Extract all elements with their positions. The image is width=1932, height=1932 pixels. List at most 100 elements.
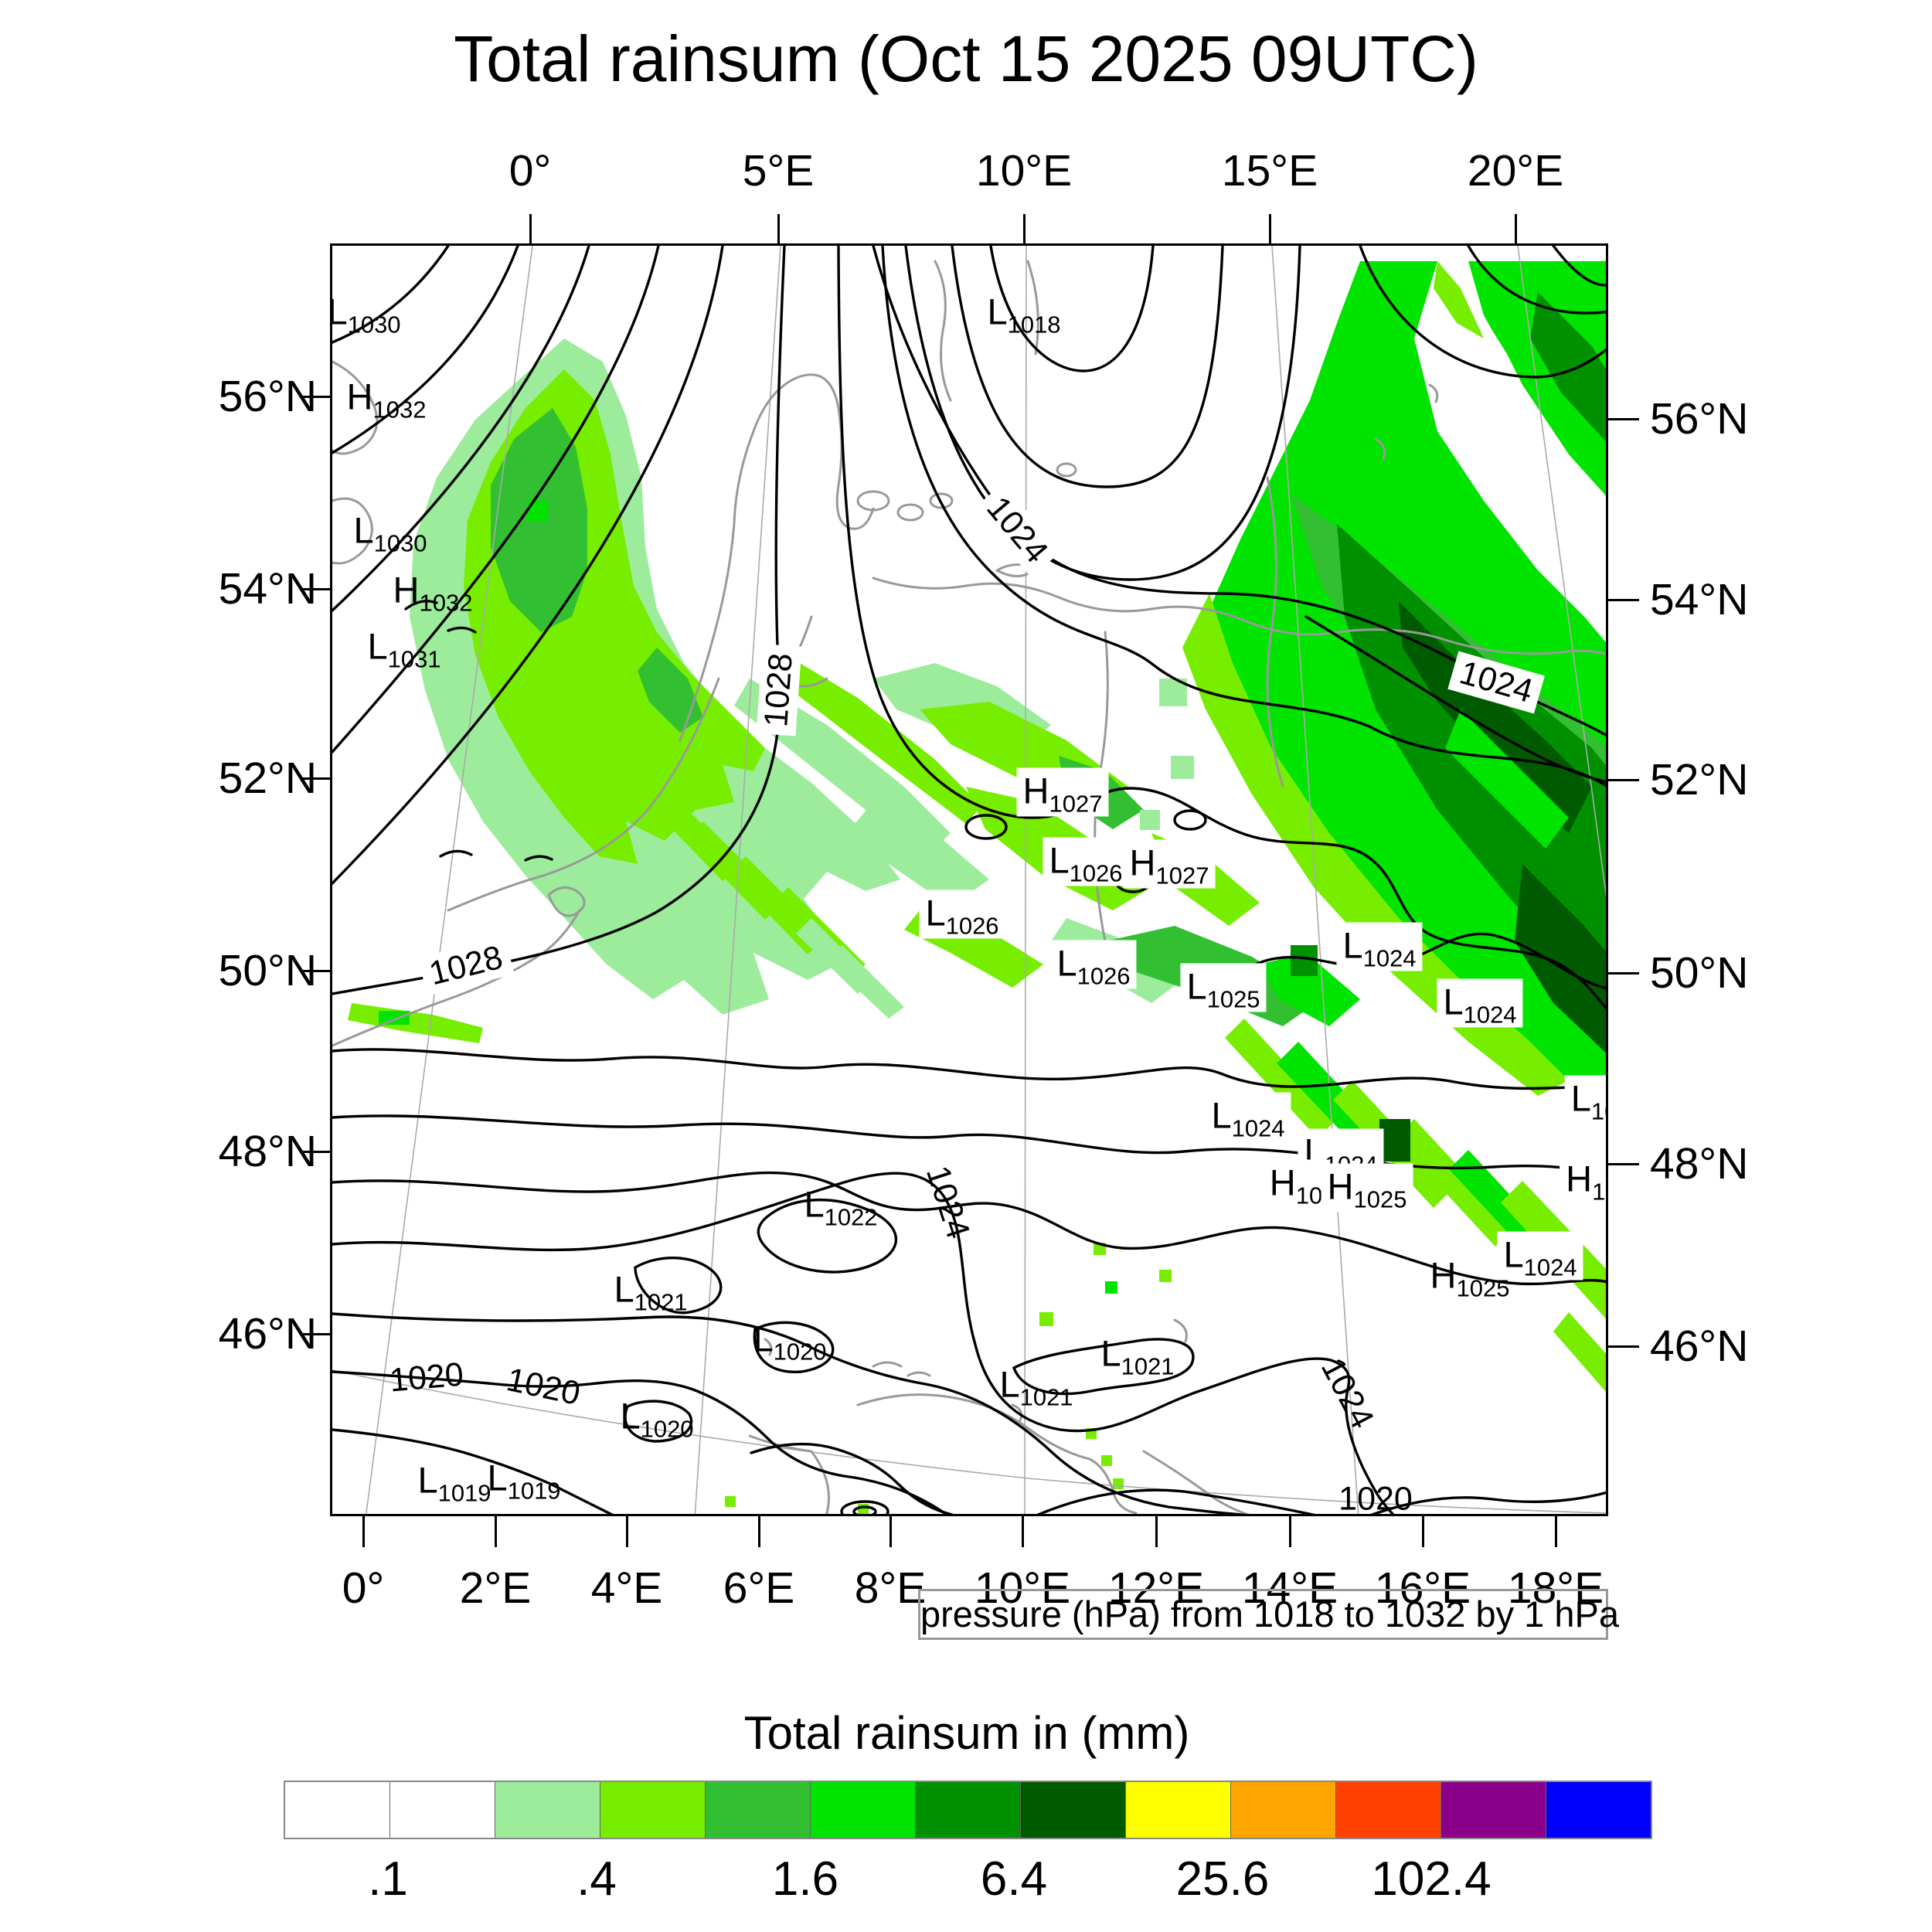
colorbar-tick-label: .4 bbox=[577, 1852, 617, 1906]
colorbar-title: Total rainsum in (mm) bbox=[743, 1707, 1190, 1759]
pressure-center-value: 1026 bbox=[945, 912, 999, 940]
pressure-center-letter: H bbox=[1269, 1162, 1296, 1203]
pressure-center-label: H1032 bbox=[393, 569, 473, 615]
top-axis-label: 10°E bbox=[975, 146, 1073, 196]
bottom-axis-label: 4°E bbox=[590, 1563, 663, 1613]
pressure-center-letter: L bbox=[614, 1268, 634, 1310]
top-tick-mark bbox=[777, 214, 780, 243]
pressure-center-label: L1024 bbox=[1437, 978, 1523, 1028]
left-tick-mark bbox=[301, 1332, 330, 1335]
pressure-center-label: H1027 bbox=[1123, 839, 1216, 889]
pressure-center-value: 1025 bbox=[1206, 985, 1260, 1013]
pressure-center-value: 1022 bbox=[824, 1203, 878, 1231]
left-axis-label: 50°N bbox=[218, 946, 317, 995]
colorbar-tick-label: 102.4 bbox=[1371, 1852, 1492, 1906]
pressure-center-letter: H bbox=[1430, 1254, 1457, 1296]
pressure-center-label: L1021 bbox=[1100, 1335, 1174, 1379]
pressure-center-label: H102 bbox=[1560, 1155, 1606, 1206]
pressure-center-value: 1027 bbox=[1155, 862, 1209, 889]
pressure-center-value: 1026 bbox=[1069, 859, 1123, 887]
pressure-center-label: L1030 bbox=[332, 294, 401, 337]
colorbar-cell bbox=[1231, 1782, 1336, 1838]
contour-value-label: 1020 bbox=[1338, 1480, 1413, 1516]
pressure-center-label: L1019 bbox=[487, 1457, 560, 1503]
bottom-tick-mark bbox=[1288, 1516, 1291, 1547]
bottom-tick-mark bbox=[1155, 1516, 1158, 1547]
bottom-tick-mark bbox=[362, 1516, 365, 1547]
right-axis-label: 54°N bbox=[1650, 575, 1749, 624]
colorbar-cell bbox=[600, 1782, 706, 1838]
top-tick-mark bbox=[1022, 214, 1026, 243]
pressure-center-label: L1024 bbox=[1205, 1092, 1291, 1141]
pressure-center-label: H1032 bbox=[346, 376, 427, 422]
pressure-center-letter: L bbox=[1443, 981, 1464, 1022]
colorbar-cell bbox=[811, 1782, 916, 1838]
map-canvas bbox=[332, 246, 1606, 1514]
left-axis-label: 52°N bbox=[218, 753, 317, 803]
bottom-tick-mark bbox=[1421, 1516, 1424, 1547]
right-tick-mark bbox=[1608, 417, 1639, 420]
page-title: Total rainsum (Oct 15 2025 09UTC) bbox=[454, 22, 1478, 95]
pressure-center-label: H1025 bbox=[1321, 1163, 1413, 1213]
pressure-center-letter: H bbox=[1566, 1158, 1593, 1199]
top-tick-mark bbox=[1268, 214, 1271, 243]
pressure-center-value: 1025 bbox=[1456, 1274, 1510, 1302]
right-tick-mark bbox=[1608, 598, 1639, 601]
rain-field-layer bbox=[348, 261, 1606, 1514]
colorbar-cell bbox=[916, 1782, 1021, 1838]
pressure-center-letter: H bbox=[1129, 842, 1156, 883]
bottom-tick-mark bbox=[494, 1516, 497, 1547]
pressure-center-letter: H bbox=[346, 376, 373, 417]
top-axis-label: 15°E bbox=[1221, 146, 1318, 196]
pressure-center-letter: L bbox=[1342, 924, 1363, 966]
pressure-center-label: L10 bbox=[1564, 1075, 1606, 1125]
pressure-center-value: 1026 bbox=[1077, 962, 1131, 990]
colorbar-cell bbox=[1126, 1782, 1231, 1838]
pressure-center-letter: H bbox=[393, 569, 420, 611]
pressure-center-label: L1025 bbox=[1180, 963, 1267, 1013]
pressure-center-value: 10 bbox=[1590, 1097, 1606, 1125]
pressure-center-letter: L bbox=[925, 892, 946, 934]
pressure-center-letter: L bbox=[620, 1395, 641, 1437]
left-axis-label: 56°N bbox=[218, 372, 317, 421]
bottom-axis-label: 0° bbox=[342, 1563, 385, 1613]
pressure-center-value: 1019 bbox=[507, 1477, 561, 1505]
pressure-center-label: L1026 bbox=[1043, 837, 1129, 887]
pressure-center-label: L1019 bbox=[417, 1462, 491, 1505]
colorbar-cell bbox=[1021, 1782, 1126, 1838]
left-tick-mark bbox=[301, 969, 330, 972]
pressure-center-label: L1026 bbox=[919, 889, 1005, 940]
pressure-center-value: 1020 bbox=[640, 1415, 694, 1443]
top-axis-label: 0° bbox=[509, 146, 552, 196]
right-axis-label: 56°N bbox=[1650, 394, 1749, 444]
pressure-center-letter: L bbox=[487, 1457, 508, 1498]
pressure-center-value: 10 bbox=[1295, 1182, 1323, 1209]
right-axis-label: 48°N bbox=[1650, 1139, 1749, 1189]
right-tick-mark bbox=[1608, 1162, 1639, 1165]
pressure-center-letter: L bbox=[999, 1363, 1020, 1405]
pressure-center-label: L1018 bbox=[987, 294, 1060, 337]
left-axis-label: 54°N bbox=[218, 564, 317, 614]
top-tick-mark bbox=[529, 214, 532, 243]
colorbar-tick-label: .1 bbox=[368, 1852, 408, 1906]
colorbar-cell bbox=[495, 1782, 600, 1838]
pressure-center-label: L1024 bbox=[1336, 922, 1423, 971]
right-axis-label: 50°N bbox=[1650, 948, 1749, 998]
colorbar-cell bbox=[1441, 1782, 1546, 1838]
pressure-center-letter: L bbox=[367, 625, 388, 667]
pressure-center-value: 102 bbox=[1592, 1178, 1606, 1206]
pressure-center-label: L1021 bbox=[614, 1268, 687, 1315]
pressure-center-value: 1019 bbox=[437, 1479, 492, 1507]
right-tick-mark bbox=[1608, 778, 1639, 781]
pressure-center-value: 1021 bbox=[634, 1288, 688, 1316]
left-tick-mark bbox=[301, 587, 330, 590]
pressure-center-label: L1020 bbox=[753, 1321, 826, 1364]
pressure-center-label: L1024 bbox=[1497, 1231, 1583, 1281]
bottom-axis-label: 10°E bbox=[974, 1563, 1071, 1613]
bottom-axis-label: 6°E bbox=[723, 1563, 795, 1613]
pressure-legend-note: pressure (hPa) from 1018 to 1032 by 1 hP… bbox=[918, 1589, 1619, 1640]
pressure-center-value: 1030 bbox=[373, 529, 427, 557]
pressure-center-label: H10 bbox=[1263, 1159, 1329, 1209]
bottom-axis-label: 12°E bbox=[1107, 1563, 1205, 1613]
pressure-center-label: H1027 bbox=[1016, 767, 1109, 817]
